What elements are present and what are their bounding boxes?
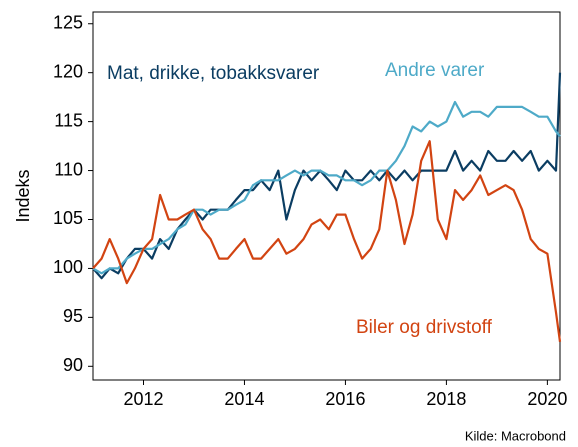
plot-frame bbox=[92, 11, 561, 381]
series-label: Mat, drikke, tobakksvarer bbox=[107, 63, 320, 84]
series-label: Andre varer bbox=[385, 60, 485, 81]
y-tick-label: 100 bbox=[53, 257, 83, 277]
x-tick-label: 2020 bbox=[527, 389, 567, 409]
x-tick-label: 2014 bbox=[224, 389, 264, 409]
series-line bbox=[92, 100, 561, 275]
y-tick-label: 115 bbox=[54, 110, 83, 130]
y-tick-label: 90 bbox=[63, 355, 83, 375]
x-tick-label: 2016 bbox=[325, 389, 365, 409]
series-line bbox=[92, 140, 562, 342]
series-label: Biler og drivstoff bbox=[356, 317, 493, 338]
source: Kilde: Macrobond bbox=[465, 428, 566, 443]
y-tick-label: 120 bbox=[53, 61, 83, 81]
y-tick-label: 125 bbox=[53, 12, 83, 32]
y-tick-label: 110 bbox=[54, 159, 83, 179]
y-tick-label: 95 bbox=[63, 306, 83, 326]
series-line bbox=[92, 72, 562, 280]
x-tick-label: 2012 bbox=[123, 389, 163, 409]
x-tick-label: 2018 bbox=[426, 389, 466, 409]
y-tick-label: 105 bbox=[53, 208, 83, 228]
y-axis-label: Indeks bbox=[13, 169, 33, 222]
